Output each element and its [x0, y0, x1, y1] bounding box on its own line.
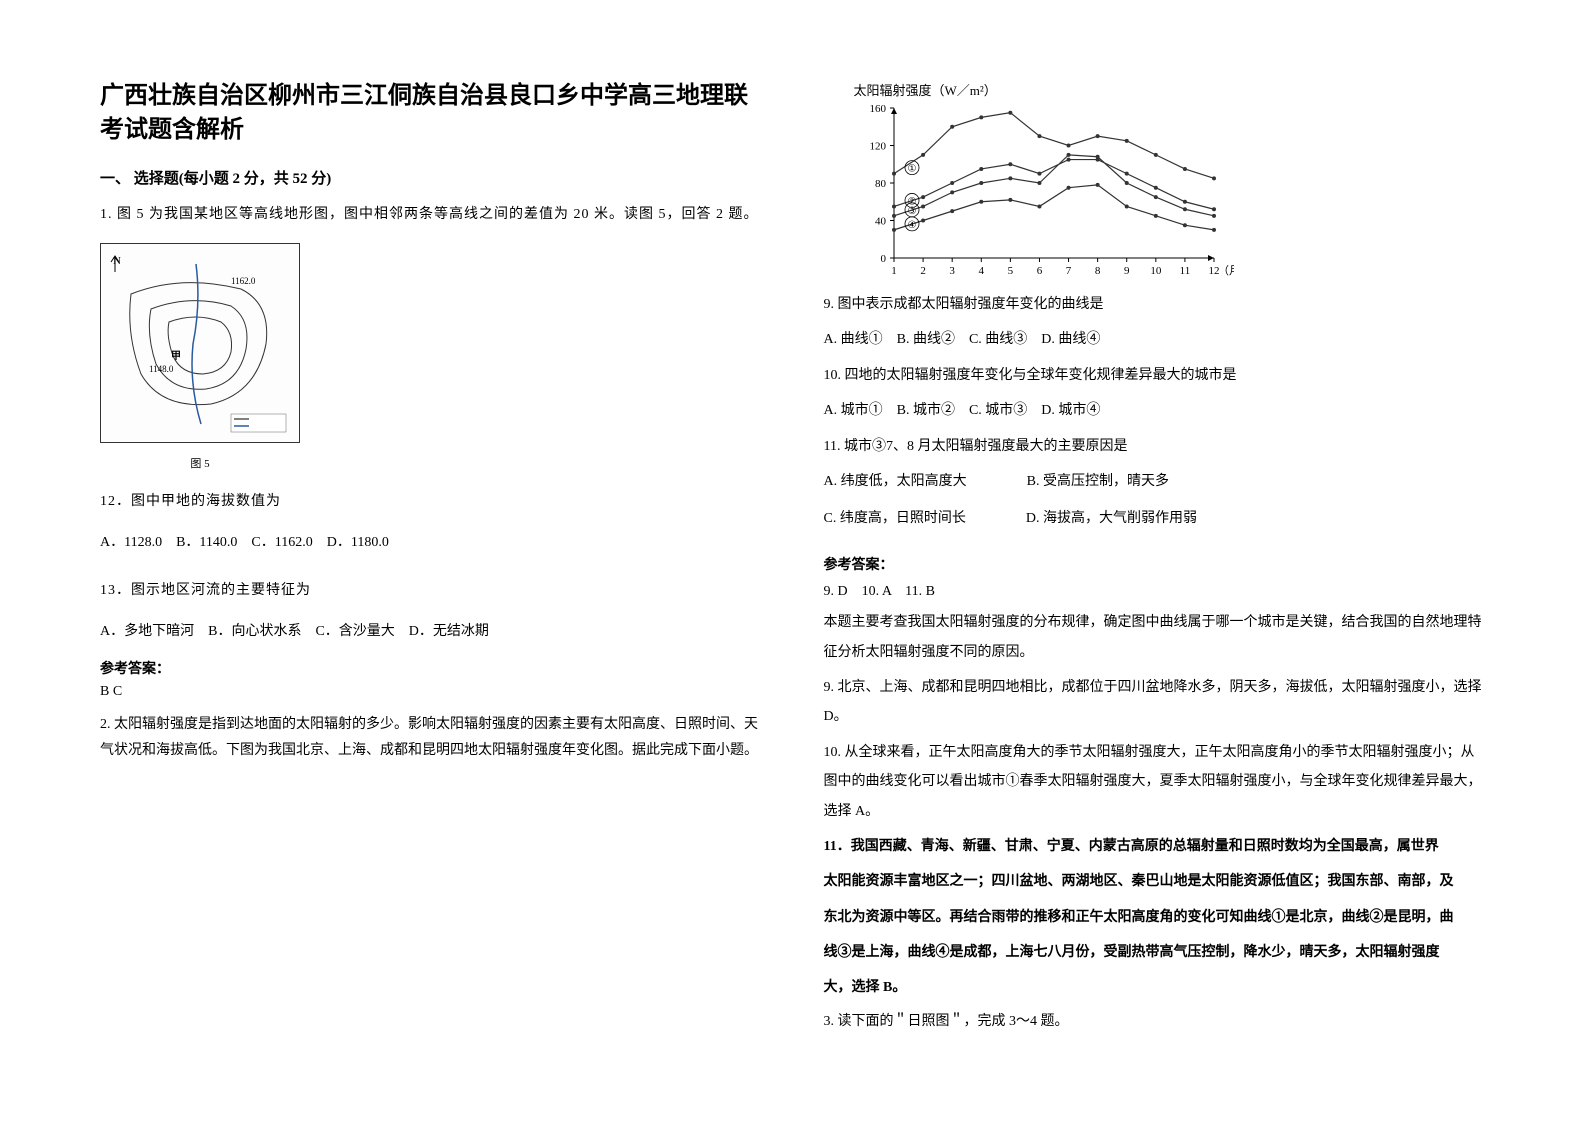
svg-text:8: 8 — [1094, 265, 1100, 277]
svg-text:160: 160 — [869, 103, 886, 115]
svg-text:11: 11 — [1179, 265, 1190, 277]
svg-text:120: 120 — [869, 141, 886, 153]
figure-5-caption: 图 5 — [100, 455, 300, 471]
q11-opt-d: D. 海拔高，大气削弱作用弱 — [1026, 506, 1197, 533]
left-column: 广西壮族自治区柳州市三江侗族自治县良口乡中学高三地理联考试题含解析 一、 选择题… — [100, 80, 764, 1042]
explain-11d: 线③是上海，曲线④是成都，上海七八月份，受副热带高气压控制，降水少，晴天多，太阳… — [824, 938, 1488, 967]
question-9-options: A. 曲线① B. 曲线② C. 曲线③ D. 曲线④ — [824, 327, 1488, 354]
q11-opt-b: B. 受高压控制，晴天多 — [1027, 469, 1169, 496]
svg-text:0: 0 — [880, 253, 886, 265]
elevation-label-2: 1148.0 — [149, 364, 174, 374]
svg-text:3: 3 — [949, 265, 955, 277]
answer-1: B C — [100, 684, 764, 700]
chart-title: 太阳辐射强度（W／m²） — [854, 80, 1234, 99]
answer-label-2: 参考答案： — [824, 554, 1488, 574]
question-13: 13．图示地区河流的主要特征为 — [100, 576, 764, 607]
answer-2-line: 9. D 10. A 11. B — [824, 580, 1488, 600]
elevation-label-1: 1162.0 — [231, 276, 256, 286]
svg-text:10: 10 — [1150, 265, 1162, 277]
question-10-options: A. 城市① B. 城市② C. 城市③ D. 城市④ — [824, 398, 1488, 425]
explain-11b: 太阳能资源丰富地区之一；四川盆地、两湖地区、秦巴山地是太阳能资源低值区；我国东部… — [824, 867, 1488, 896]
svg-text:9: 9 — [1123, 265, 1129, 277]
answer-label-1: 参考答案： — [100, 658, 764, 678]
svg-text:①: ① — [907, 164, 916, 175]
question-11: 11. 城市③7、8 月太阳辐射强度最大的主要原因是 — [824, 434, 1488, 461]
svg-text:40: 40 — [875, 216, 887, 228]
explain-intro: 本题主要考查我国太阳辐射强度的分布规律，确定图中曲线属于哪一个城市是关键，结合我… — [824, 608, 1488, 667]
svg-text:1: 1 — [891, 265, 897, 277]
question-12: 12．图中甲地的海拔数值为 — [100, 487, 764, 518]
question-12-options: A．1128.0 B．1140.0 C．1162.0 D．1180.0 — [100, 530, 764, 557]
right-column: 太阳辐射强度（W／m²） 04080120160123456789101112（… — [824, 80, 1488, 1042]
svg-text:80: 80 — [875, 178, 887, 190]
svg-text:③: ③ — [907, 206, 916, 217]
contour-map-svg: N 1162.0 甲 1148.0 — [101, 244, 299, 442]
question-2-intro: 2. 太阳辐射强度是指到达地面的太阳辐射的多少。影响太阳辐射强度的因素主要有太阳… — [100, 712, 764, 765]
section-1-header: 一、 选择题(每小题 2 分，共 52 分) — [100, 167, 764, 188]
question-13-options: A．多地下暗河 B．向心状水系 C．含沙量大 D．无结冰期 — [100, 619, 764, 646]
svg-text:5: 5 — [1007, 265, 1013, 277]
chart-svg: 04080120160123456789101112（月）①②③④ — [854, 103, 1234, 283]
q11-opt-a: A. 纬度低，太阳高度大 — [824, 469, 967, 496]
radiation-chart: 太阳辐射强度（W／m²） 04080120160123456789101112（… — [854, 80, 1234, 280]
document-title: 广西壮族自治区柳州市三江侗族自治县良口乡中学高三地理联考试题含解析 — [100, 80, 764, 147]
svg-text:2: 2 — [920, 265, 926, 277]
explain-11c: 东北为资源中等区。再结合雨带的推移和正午太阳高度角的变化可知曲线①是北京，曲线②… — [824, 903, 1488, 932]
explain-10: 10. 从全球来看，正午太阳高度角大的季节太阳辐射强度大，正午太阳高度角小的季节… — [824, 738, 1488, 826]
svg-text:6: 6 — [1036, 265, 1042, 277]
svg-text:④: ④ — [907, 220, 916, 231]
question-1-intro: 1. 图 5 为我国某地区等高线地形图，图中相邻两条等高线之间的差值为 20 米… — [100, 200, 764, 231]
question-9: 9. 图中表示成都太阳辐射强度年变化的曲线是 — [824, 292, 1488, 319]
explain-11a: 11．我国西藏、青海、新疆、甘肃、宁夏、内蒙古高原的总辐射量和日照时数均为全国最… — [824, 832, 1488, 861]
svg-text:（月）: （月） — [1218, 264, 1234, 277]
question-3: 3. 读下面的＂日照图＂，完成 3～4 题。 — [824, 1009, 1488, 1036]
q11-opt-c: C. 纬度高，日照时间长 — [824, 506, 966, 533]
point-jia: 甲 — [171, 350, 181, 362]
explain-11e: 大，选择 B。 — [824, 973, 1488, 1002]
figure-5-map: N 1162.0 甲 1148.0 — [100, 243, 300, 443]
explain-9: 9. 北京、上海、成都和昆明四地相比，成都位于四川盆地降水多，阴天多，海拔低，太… — [824, 673, 1488, 732]
svg-text:7: 7 — [1065, 265, 1071, 277]
svg-text:4: 4 — [978, 265, 984, 277]
question-10: 10. 四地的太阳辐射强度年变化与全球年变化规律差异最大的城市是 — [824, 363, 1488, 390]
